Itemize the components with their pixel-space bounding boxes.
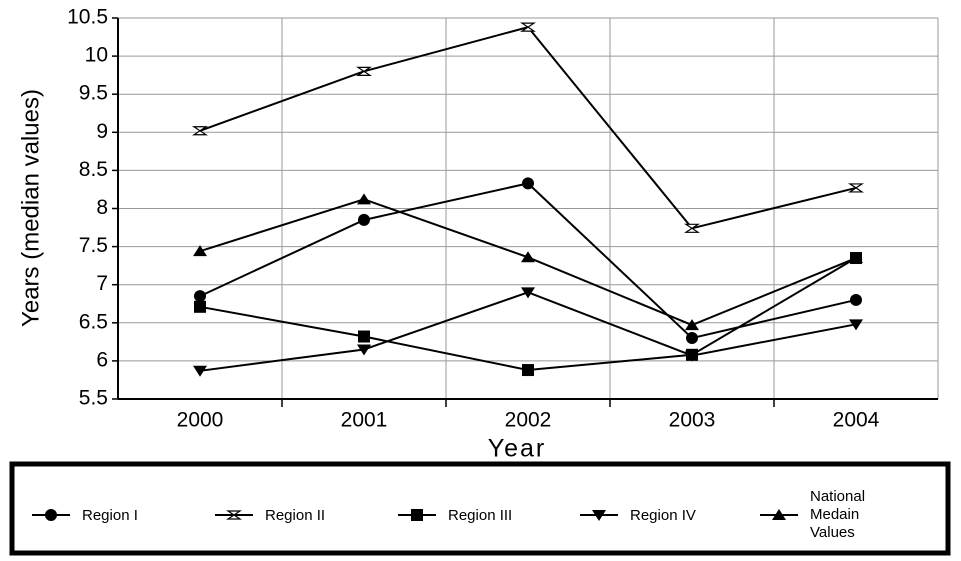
- y-tick-label: 10: [85, 44, 108, 67]
- data-point: [522, 364, 534, 377]
- y-tick-label: 6.5: [79, 310, 108, 333]
- y-tick-label: 7: [96, 272, 108, 295]
- y-tick-label: 8: [96, 196, 108, 219]
- data-point: [192, 126, 208, 136]
- data-point: [685, 319, 699, 331]
- legend-label: Region II: [265, 507, 325, 524]
- data-point: [521, 287, 535, 299]
- x-tick-label: 2000: [177, 409, 224, 432]
- data-point: [684, 223, 700, 233]
- legend-marker: [45, 509, 57, 521]
- legend-box: [9, 461, 951, 556]
- y-tick-label: 7.5: [79, 234, 108, 257]
- data-point: [356, 66, 372, 76]
- data-point: [357, 193, 371, 205]
- y-tick-label: 6: [96, 348, 108, 371]
- legend-label: Region IV: [630, 507, 696, 524]
- legend-marker: [772, 509, 786, 520]
- data-point: [194, 300, 206, 313]
- x-tick-label: 2001: [341, 409, 388, 432]
- y-tick-label: 9.5: [79, 82, 108, 105]
- legend-marker: [411, 509, 423, 521]
- data-point: [685, 350, 699, 362]
- y-tick-label: 5.5: [79, 387, 108, 410]
- legend-label: National Medain Values: [810, 488, 866, 541]
- x-axis-label: Year: [488, 435, 547, 463]
- data-point: [358, 213, 370, 226]
- data-point: [520, 22, 536, 32]
- data-point: [193, 365, 207, 377]
- y-axis-label: Years (median values): [17, 89, 44, 327]
- y-tick-label: 8.5: [79, 158, 108, 181]
- y-tick-label: 10.5: [67, 6, 108, 29]
- data-point: [521, 251, 535, 263]
- data-point: [849, 252, 863, 264]
- legend-marker: [226, 510, 242, 520]
- x-tick-label: 2003: [669, 409, 716, 432]
- legend-label: Region III: [448, 507, 512, 524]
- data-point: [522, 177, 534, 190]
- data-point: [848, 183, 864, 193]
- data-point: [194, 290, 206, 303]
- data-point: [193, 245, 207, 257]
- legend-marker: [592, 510, 606, 521]
- legend-label-box: National Medain Values: [810, 488, 866, 541]
- y-tick-label: 9: [96, 120, 108, 143]
- x-tick-label: 2004: [833, 409, 880, 432]
- data-point: [358, 330, 370, 343]
- data-point: [849, 319, 863, 331]
- data-point: [850, 293, 862, 306]
- legend-label: Region I: [82, 507, 138, 524]
- data-point: [357, 344, 371, 356]
- x-tick-label: 2002: [505, 409, 552, 432]
- data-point: [686, 332, 698, 345]
